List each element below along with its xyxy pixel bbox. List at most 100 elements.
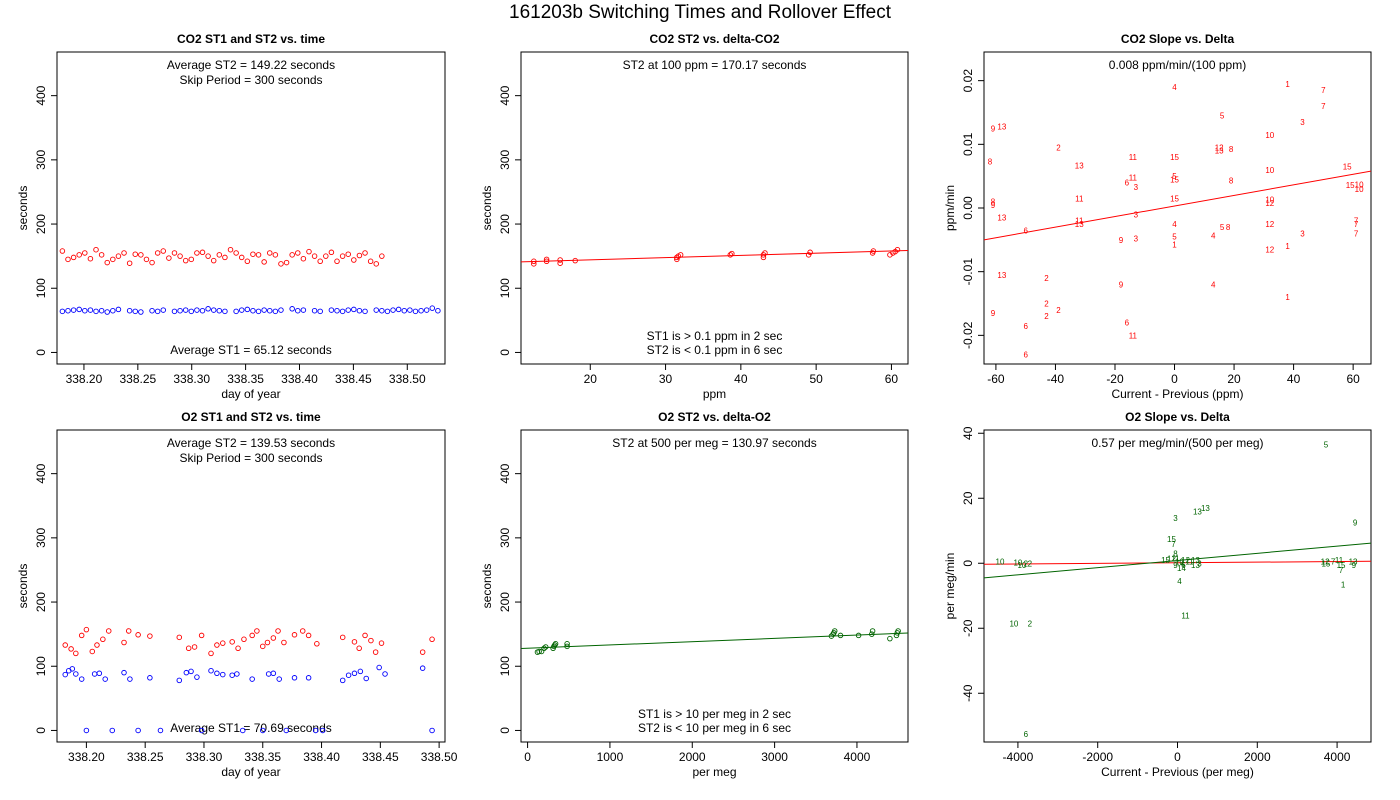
y-tick-label: 0 bbox=[34, 349, 48, 356]
stat-annotation: ST2 is < 10 per meg in 6 sec bbox=[638, 721, 791, 735]
data-point bbox=[138, 309, 144, 315]
point-label: 4 bbox=[1177, 577, 1182, 586]
point-label: 2 bbox=[1056, 306, 1061, 315]
data-point bbox=[149, 307, 155, 314]
data-point bbox=[121, 669, 127, 676]
x-tick-label: 338.20 bbox=[68, 750, 105, 764]
chart-panel-6: O2 Slope vs. Delta -4000 -2000 0 2000 4000 -40… bbox=[943, 410, 1372, 779]
point-label: 13 bbox=[1215, 147, 1224, 156]
data-point bbox=[160, 307, 167, 313]
data-point bbox=[205, 253, 211, 259]
chart-title: O2 Slope vs. Delta bbox=[1125, 410, 1230, 424]
stat-annotation: Average ST1 = 65.12 seconds bbox=[170, 343, 332, 357]
stat-annotation: ST2 at 100 ppm = 170.17 seconds bbox=[623, 58, 807, 72]
data-point bbox=[125, 628, 132, 634]
data-point bbox=[423, 307, 430, 313]
data-point bbox=[210, 307, 217, 313]
data-point bbox=[233, 308, 239, 315]
point-label: 11 bbox=[1129, 153, 1138, 162]
x-tick-label: -60 bbox=[987, 372, 1005, 386]
data-point bbox=[188, 256, 195, 263]
data-point bbox=[362, 632, 368, 639]
data-point bbox=[241, 636, 247, 643]
point-label: 9 bbox=[991, 124, 996, 133]
plot-area bbox=[59, 246, 441, 315]
y-tick-label: -20 bbox=[961, 619, 975, 637]
x-axis-label: day of year bbox=[221, 387, 280, 401]
point-label: 7 bbox=[1354, 220, 1359, 229]
data-point bbox=[154, 308, 161, 315]
data-point bbox=[157, 727, 164, 734]
data-point bbox=[214, 670, 220, 677]
data-point bbox=[182, 257, 189, 264]
data-point bbox=[376, 664, 382, 671]
point-label: 13 bbox=[1075, 161, 1084, 170]
data-point bbox=[191, 644, 198, 650]
chart-title: O2 ST1 and ST2 vs. time bbox=[181, 410, 321, 424]
data-point bbox=[278, 307, 284, 313]
data-point bbox=[238, 254, 245, 261]
x-axis-label: Current - Previous (ppm) bbox=[1111, 387, 1243, 401]
data-point bbox=[299, 628, 306, 634]
data-point bbox=[250, 307, 256, 314]
point-label: 5 bbox=[1172, 233, 1177, 242]
data-point bbox=[419, 649, 426, 655]
data-point bbox=[807, 249, 813, 256]
data-point bbox=[102, 676, 108, 682]
point-label: 9 bbox=[1353, 519, 1358, 528]
point-label: 9 bbox=[1173, 561, 1178, 570]
data-point bbox=[76, 252, 82, 258]
data-point bbox=[177, 253, 183, 259]
data-point bbox=[311, 253, 318, 259]
point-label: 9 bbox=[1352, 561, 1357, 570]
stat-annotation: ST2 is < 0.1 ppm in 6 sec bbox=[647, 343, 783, 357]
data-point bbox=[317, 258, 323, 265]
y-axis-label: seconds bbox=[480, 186, 494, 231]
point-label: 5 bbox=[1172, 172, 1177, 181]
y-tick-label: 0 bbox=[961, 560, 975, 567]
chart-title: CO2 Slope vs. Delta bbox=[1121, 32, 1235, 46]
data-point bbox=[216, 252, 223, 258]
x-tick-label: 338.25 bbox=[119, 372, 156, 386]
data-point bbox=[182, 307, 189, 313]
data-point bbox=[382, 671, 388, 677]
point-label: 11 bbox=[1335, 556, 1344, 565]
data-point bbox=[214, 642, 220, 648]
regression-line bbox=[521, 632, 908, 650]
point-label: 8 bbox=[1226, 223, 1231, 232]
point-label: 1 bbox=[1285, 80, 1290, 89]
data-point bbox=[339, 253, 346, 259]
x-axis-label: per meg bbox=[692, 765, 736, 779]
data-point bbox=[121, 639, 127, 646]
data-point bbox=[147, 675, 153, 681]
point-label: 13 bbox=[1349, 558, 1358, 567]
point-label: 15 bbox=[1170, 194, 1179, 203]
point-label: 7 bbox=[1321, 102, 1326, 111]
data-point bbox=[59, 248, 66, 254]
point-label: 6 bbox=[1023, 226, 1028, 235]
y-tick-label: -0.02 bbox=[961, 321, 975, 349]
data-point bbox=[289, 252, 295, 258]
data-point bbox=[94, 642, 100, 648]
point-label: 6 bbox=[1023, 322, 1028, 331]
x-tick-label: 338.30 bbox=[186, 750, 223, 764]
data-point bbox=[171, 308, 178, 315]
point-label: 9 bbox=[1119, 280, 1124, 289]
data-point bbox=[177, 307, 183, 314]
regression-line bbox=[984, 542, 1371, 579]
y-axis-label: seconds bbox=[16, 564, 30, 609]
data-point bbox=[210, 257, 217, 264]
data-point bbox=[244, 258, 251, 265]
data-point bbox=[135, 632, 141, 638]
data-point bbox=[238, 307, 245, 313]
point-label: 4 bbox=[1172, 83, 1177, 92]
plot-frame bbox=[56, 51, 446, 365]
data-point bbox=[91, 671, 98, 677]
data-point bbox=[194, 250, 200, 256]
data-point bbox=[222, 254, 228, 261]
data-point bbox=[83, 727, 90, 734]
data-point bbox=[283, 259, 290, 266]
x-tick-label: 60 bbox=[885, 372, 899, 386]
data-point bbox=[831, 628, 838, 634]
data-point bbox=[314, 641, 320, 647]
